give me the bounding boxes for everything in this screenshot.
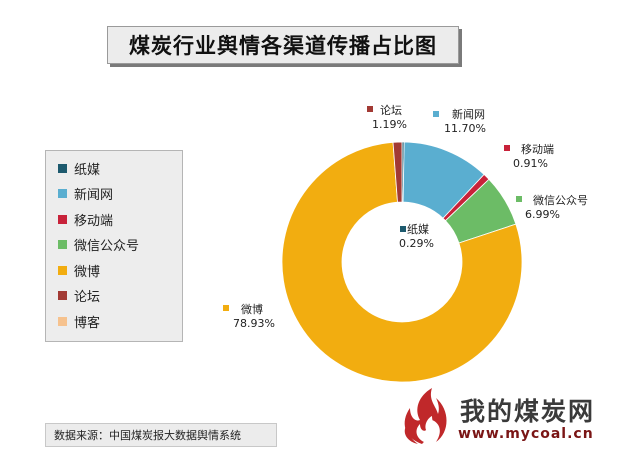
logo-url: www.mycoal.cn: [458, 426, 594, 442]
legend-label: 微信公众号: [74, 239, 140, 254]
data-label-name: 移动端: [521, 143, 554, 156]
chart-title: 煤炭行业舆情各渠道传播占比图: [107, 26, 459, 64]
slice-5: [392, 141, 403, 203]
legend-item: 新闻网: [58, 185, 113, 203]
legend-label: 微博: [74, 264, 101, 280]
data-label-name: 微博: [241, 302, 263, 316]
legend-item: 博客: [58, 312, 101, 331]
legend-label: 移动端: [74, 213, 114, 229]
legend: 纸媒新闻网移动端微信公众号微博论坛博客: [45, 150, 183, 342]
legend-item: 微信公众号: [58, 236, 139, 254]
logo-text: 我的煤炭网: [460, 397, 596, 426]
legend-item: 微博: [58, 261, 101, 280]
legend-item: 论坛: [58, 287, 100, 305]
data-label-name: 微信公众号: [533, 193, 588, 207]
data-label-value: 11.70%: [444, 122, 486, 135]
data-label-swatch: [367, 106, 373, 112]
legend-swatch: [58, 163, 67, 173]
flame-logo-icon: [404, 388, 447, 444]
data-label-value: 0.91%: [513, 157, 548, 170]
legend-label: 论坛: [74, 290, 101, 305]
data-label-swatch: [433, 111, 439, 117]
data-label-name: 新闻网: [452, 107, 485, 121]
legend-label: 博客: [74, 315, 101, 331]
data-label-value: 0.29%: [399, 237, 434, 250]
legend-swatch: [58, 214, 67, 224]
site-logo[interactable]: 我的煤炭网 www.mycoal.cn: [392, 384, 628, 450]
legend-swatch: [58, 265, 67, 275]
data-label-swatch: [504, 145, 510, 151]
legend-swatch: [58, 189, 67, 198]
legend-item: 移动端: [58, 210, 114, 229]
data-label-name: 论坛: [380, 103, 402, 117]
legend-swatch: [58, 291, 67, 300]
data-label-value: 1.19%: [372, 118, 407, 131]
slice-4: [281, 141, 523, 383]
data-label-name: 纸媒: [407, 223, 429, 236]
data-label-value: 78.93%: [233, 317, 275, 330]
data-label-swatch: [223, 305, 229, 311]
legend-label: 新闻网: [74, 188, 114, 203]
data-label-swatch: [400, 226, 406, 232]
data-label-swatch: [516, 196, 522, 202]
legend-label: 纸媒: [74, 162, 101, 178]
source-note: 数据来源：中国煤炭报大数据舆情系统: [45, 423, 277, 447]
legend-swatch: [58, 240, 67, 249]
legend-item: 纸媒: [58, 159, 101, 178]
legend-swatch: [58, 316, 67, 326]
data-label-value: 6.99%: [525, 208, 560, 221]
